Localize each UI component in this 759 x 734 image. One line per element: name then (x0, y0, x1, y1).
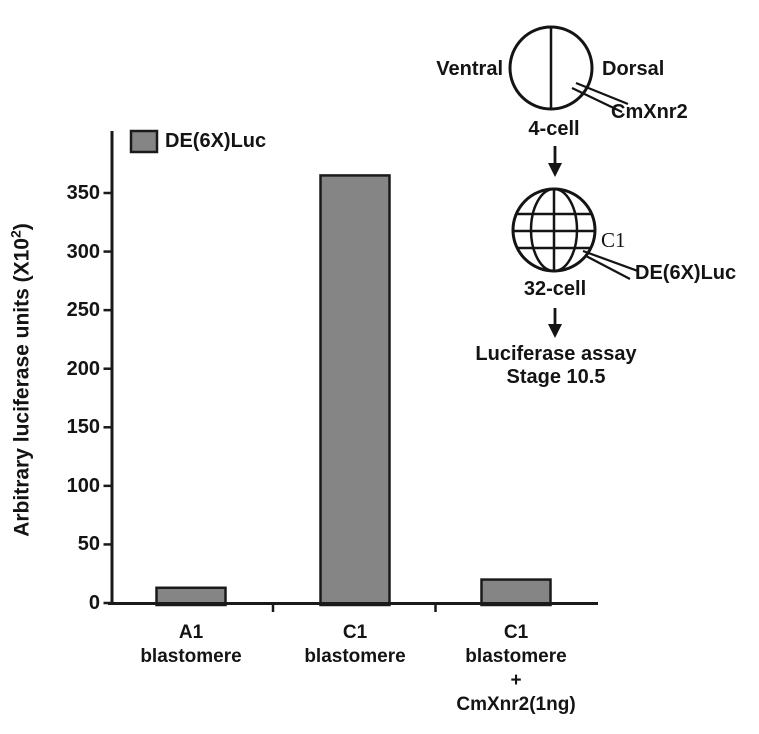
bar-C1-blastomere-+-CmXnr2(1ng) (480, 578, 552, 607)
x-category-label-line: blastomere (304, 646, 406, 667)
x-category-label-line: C1 (342, 622, 368, 643)
x-category-label: C1 blastomere + CmXnr2(1ng) (456, 621, 575, 717)
x-category-label-line: CmXnr2(1ng) (456, 694, 576, 715)
y-tick-label: 250 (66, 299, 100, 322)
stage-label: Stage 10.5 (506, 366, 606, 388)
cmxnr2-injection-label: CmXnr2 (611, 101, 688, 123)
four-cell-embryo-diagram (508, 25, 629, 113)
x-category-label-line: blastomere (465, 646, 567, 667)
y-tick-label: 200 (66, 357, 100, 380)
y-tick-label: 350 (66, 182, 100, 204)
y-axis-label-superscript: 2 (7, 230, 24, 239)
injection-needle-icon (571, 87, 623, 113)
y-tick-label: 100 (66, 474, 100, 497)
y-tick-label: 50 (77, 533, 100, 556)
bar-C1-blastomere (319, 174, 391, 607)
y-axis-label-suffix: ) (10, 223, 34, 231)
axes (108, 131, 598, 605)
luciferase-assay-label: Luciferase assay (475, 343, 637, 365)
y-tick-label: 300 (66, 240, 100, 263)
y-axis-label-text: Arbitrary luciferase units (X10 (10, 238, 34, 537)
thirty-two-cell-embryo-diagram (511, 187, 639, 280)
dorsal-label: Dorsal (602, 58, 665, 80)
injection-needle-icon (585, 255, 631, 280)
four-cell-stage-label: 4-cell (528, 118, 580, 140)
ticks-group (103, 191, 437, 612)
legend-swatch (129, 129, 159, 154)
ventral-label: Ventral (436, 58, 503, 80)
c1-blastomere-pointer-label: C1 (601, 228, 626, 252)
x-category-label-line: blastomere (140, 646, 242, 667)
down-arrow-icon (548, 146, 562, 177)
legend-label: DE(6X)Luc (165, 130, 267, 152)
x-category-label-line: A1 (178, 622, 204, 643)
injection-needle-icon (575, 81, 629, 106)
x-category-label: C1 blastomere (304, 621, 405, 669)
x-category-label-line: + (510, 670, 522, 691)
injection-needle-icon (582, 249, 639, 273)
y-axis-label: Arbitrary luciferase units (X102) (8, 223, 35, 537)
x-category-label-line: C1 (503, 622, 529, 643)
thirty-two-cell-stage-label: 32-cell (523, 278, 587, 300)
x-category-label: A1 blastomere (140, 621, 241, 669)
y-tick-label: 150 (66, 416, 100, 439)
down-arrow-icon (548, 308, 562, 338)
y-tick-label: 0 (88, 592, 100, 614)
de6xluc-injection-label: DE(6X)Luc (635, 262, 737, 284)
bars-group (155, 174, 552, 607)
